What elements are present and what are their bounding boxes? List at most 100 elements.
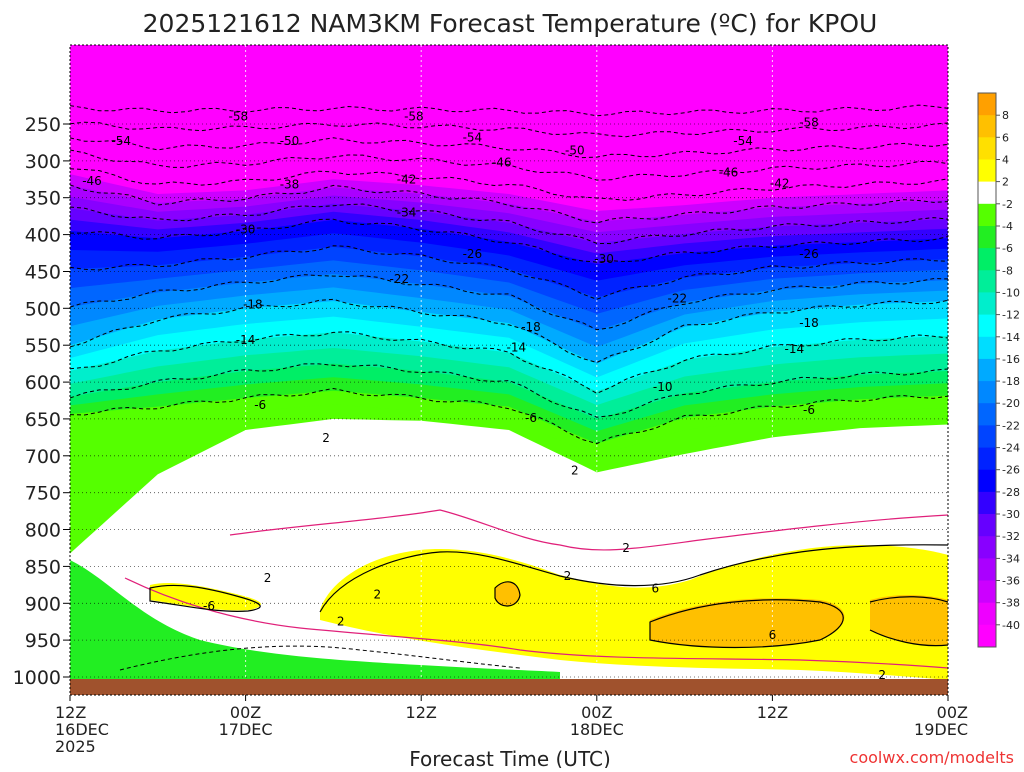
y-tick-label: 750 [25,483,61,505]
warm-layer-yellow [320,545,948,680]
legend-swatch [978,314,996,338]
legend-swatch [978,491,996,515]
isotherm-line [70,137,948,159]
contour-label: -6 [525,411,537,425]
legend-label: -8 [1002,264,1013,277]
y-tick-label: 600 [25,372,61,394]
legend-swatch [978,602,996,626]
contour-label: -18 [521,320,541,334]
contour-label: -50 [280,134,300,148]
chart-title: 2025121612 NAM3KM Forecast Temperature (… [143,9,878,38]
x-tick-label: 12Z [757,703,788,722]
contour-label: -6 [254,398,266,412]
low-cold-layer [70,560,560,695]
contour-label: -54 [463,130,483,144]
legend-swatch [978,137,996,160]
legend-swatch [978,558,996,582]
legend-label: -12 [1002,309,1020,322]
contour-label: -14 [506,340,526,354]
x-axis-label: Forecast Time (UTC) [409,747,611,768]
legend-label: 6 [1002,131,1009,144]
legend-swatch [978,226,996,249]
legend-label: -4 [1002,220,1013,233]
x-tick-label: 12Z [55,703,86,722]
isotherm-line [70,184,948,224]
y-tick-label: 850 [25,556,61,578]
legend-swatch [978,115,996,138]
isotherm-line [70,245,948,300]
warm-contour-left [149,584,261,612]
contour-label: -30 [594,252,614,266]
contour-label: -22 [667,292,687,306]
freezing-contour-upper [229,509,948,551]
x-tick-label: 18DEC [570,720,624,739]
warm-layer-yellow-left [150,583,261,611]
y-tick-label: 300 [25,151,61,173]
x-tick-label: 12Z [406,703,437,722]
contour-labels: -58 -58 -58 -54 -54 -54 -50 -50 -46 -46 -46 -42 -42 -… [82,110,886,682]
contour-label: -38 [280,178,300,192]
y-tick-label: 400 [25,225,61,247]
legend-swatch [978,447,996,471]
contour-label: 2 [373,587,381,601]
contour-label: 6 [651,582,659,596]
legend-swatch [978,248,996,271]
contour-label: -46 [719,166,739,180]
legend-label: -6 [1002,242,1013,255]
contour-label: -42 [397,172,417,186]
contour-label: -46 [492,155,512,169]
warm-layer-orange-right [870,595,948,646]
legend-swatch [978,270,996,293]
y-tick-label: 700 [25,446,61,468]
y-tick-label: 950 [25,630,61,652]
isotherm-line [70,331,948,394]
isotherm-line [70,168,948,201]
isotherm-line [70,104,948,117]
legend-label: -10 [1002,286,1020,299]
isotherm-line [70,218,948,263]
legend-swatch [978,292,996,316]
legend-label: -26 [1002,464,1020,477]
legend-swatch [978,514,996,537]
contour-label: -22 [389,272,409,286]
y-tick-label: 350 [25,188,61,210]
contour-label: -6 [203,599,215,613]
legend-swatch [978,425,996,449]
contour-label: -18 [799,316,819,330]
grid-lines [70,45,948,695]
contour-label: 6 [769,628,777,642]
legend-swatch [978,336,996,360]
contour-label: -26 [799,247,819,261]
legend-label: -38 [1002,597,1020,610]
isotherm-line [70,121,948,138]
y-tick-label: 800 [25,520,61,542]
legend-label: 2 [1002,176,1009,189]
contour-label: -30 [236,222,256,236]
legend-swatch [978,624,996,648]
contour-label: -18 [243,298,263,312]
legend-swatch [978,536,996,559]
y-tick-label: 1000 [13,667,61,689]
contour-label: -58 [228,110,248,124]
contour-label: -42 [770,177,790,191]
contour-label: 2 [622,541,630,555]
x-tick-label: 16DEC [55,720,109,739]
contour-label: -6 [803,403,815,417]
legend-label: -36 [1002,575,1020,588]
legend-label: -20 [1002,397,1020,410]
legend-label: -40 [1002,619,1020,632]
legend-swatch [978,358,996,382]
contour-label: 2 [337,615,345,629]
x-tick-label: 2025 [55,737,96,756]
legend-swatch [978,159,996,183]
contour-label: -58 [799,116,819,130]
legend-label: -16 [1002,353,1020,366]
isotherm-line [70,274,948,331]
legend-label: -18 [1002,375,1020,388]
legend-swatch [978,203,996,227]
legend-label: -24 [1002,442,1020,455]
x-tick-label: 00Z [581,703,612,722]
y-tick-label: 450 [25,262,61,284]
legend-label: -32 [1002,530,1020,543]
legend-swatch [978,381,996,404]
